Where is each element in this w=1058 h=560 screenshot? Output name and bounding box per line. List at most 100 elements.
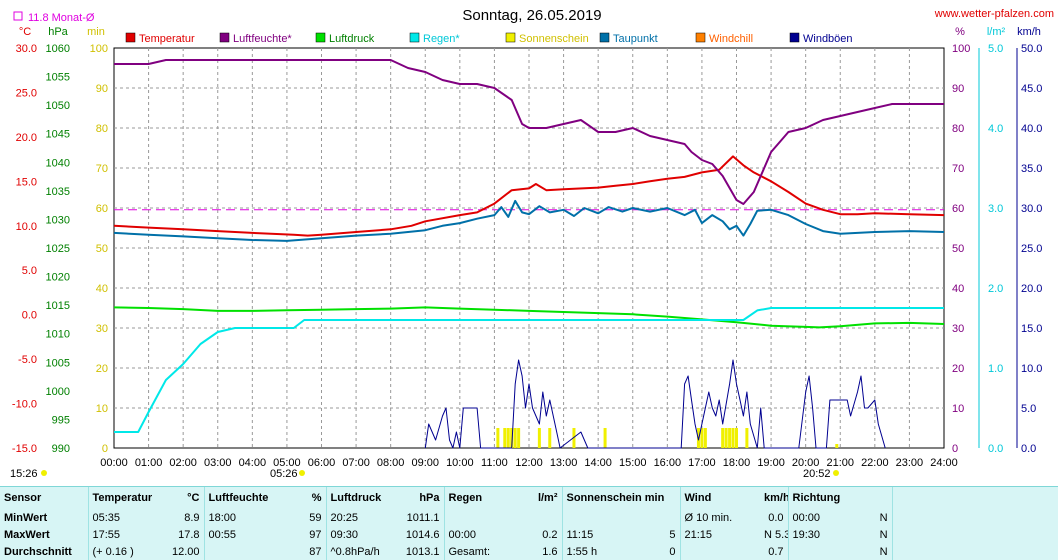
sunshine-bar <box>835 444 839 448</box>
row-label: MinWert <box>4 511 48 524</box>
legend-label: Luftfeuchte* <box>233 33 292 45</box>
col-wind-unit: km/h <box>764 492 789 504</box>
series-line <box>114 59 944 205</box>
row-label: Durchschnitt <box>4 545 72 558</box>
cell: 00:55 <box>203 526 274 543</box>
y-tick-label-pressure: 1025 <box>46 243 70 255</box>
chart-plot <box>113 59 945 449</box>
stats-row-avg: Durchschnitt (+ 0.16 ) 12.00 87 ^0.8hPa/… <box>0 543 1058 560</box>
y-tick-label-rain: 5.0 <box>988 43 1003 55</box>
y-unit-pressure: hPa <box>48 26 68 38</box>
series-line <box>113 199 945 242</box>
y-tick-label-rain: 4.0 <box>988 123 1003 135</box>
cell: 0 <box>669 545 676 558</box>
stats-header-row: Sensor Temperatur °C Luftfeuchte % Luftd… <box>0 487 1058 509</box>
y-tick-label-wind: 20.0 <box>1021 283 1042 295</box>
col-sensor: Sensor <box>4 492 42 504</box>
cell: 1014.6 <box>405 528 440 541</box>
cell: 5 <box>669 528 676 541</box>
cell: 1.6 <box>542 545 558 558</box>
y-tick-label-sun: 70 <box>96 163 108 175</box>
sunshine-bar <box>731 428 735 448</box>
y-tick-label-pressure: 1050 <box>46 100 70 112</box>
y-tick-label-sun: 90 <box>96 83 108 95</box>
cell: 0.0 <box>768 511 784 524</box>
legend-swatch <box>219 32 230 43</box>
legend-swatch <box>599 32 610 43</box>
y-tick-label-wind: 50.0 <box>1021 43 1042 55</box>
cell: 00:00 <box>787 509 859 526</box>
y-tick-label-sun: 60 <box>96 203 108 215</box>
y-tick-label-sun: 10 <box>96 403 108 415</box>
x-tick-label: 03:00 <box>204 457 232 469</box>
cell: 12.00 <box>171 545 200 558</box>
col-rain: Regen <box>443 487 514 509</box>
cell: 18:00 <box>203 509 274 526</box>
y-tick-label-sun: 20 <box>96 363 108 375</box>
y-tick-label-sun: 100 <box>90 43 108 55</box>
x-tick-label: 24:00 <box>930 457 958 469</box>
col-temp-unit: °C <box>187 492 200 504</box>
sunshine-bar <box>496 428 500 448</box>
x-tick-label: 08:00 <box>377 457 405 469</box>
chart-axes: 00:00 01:00 02:00 03:00 04:00 05:00 06:00 07:00… <box>12 26 1043 469</box>
legend-label: Luftdruck <box>329 33 375 45</box>
legend-swatch <box>409 32 420 43</box>
series-line <box>424 359 886 449</box>
legend-swatch <box>695 32 706 43</box>
y-unit-temp: °C <box>19 26 31 38</box>
legend-label: Windchill <box>709 33 753 45</box>
y-tick-label-sun: 80 <box>96 123 108 135</box>
y-tick-label-temp: -15.0 <box>12 443 37 455</box>
series-line <box>113 306 945 329</box>
x-tick-label: 21:00 <box>826 457 854 469</box>
sunshine-bar <box>503 428 507 448</box>
legend-label: Regen* <box>423 33 460 45</box>
sunshine-bar <box>703 428 707 448</box>
y-tick-label-temp: -10.0 <box>12 399 37 411</box>
y-tick-label-temp: -5.0 <box>18 354 37 366</box>
col-sun: Sonnenschein min <box>561 487 681 509</box>
y-tick-label-wind: 40.0 <box>1021 123 1042 135</box>
sunshine-bar <box>728 428 732 448</box>
x-tick-label: 01:00 <box>135 457 163 469</box>
chart-title: Sonntag, 26.05.2019 <box>462 7 601 24</box>
x-tick-label: 10:00 <box>446 457 474 469</box>
cell: 0.2 <box>542 528 558 541</box>
y-tick-label-wind: 0.0 <box>1021 443 1036 455</box>
y-tick-label-pressure: 1030 <box>46 214 70 226</box>
y-tick-label-pressure: 1035 <box>46 186 70 198</box>
cell <box>650 509 680 526</box>
cell: 21:15 <box>679 526 761 543</box>
chart-legend: Temperatur Luftfeuchte* Luftdruck Regen* Son… <box>125 32 853 45</box>
x-tick-label: 23:00 <box>896 457 924 469</box>
legend-swatch <box>505 32 516 43</box>
y-tick-label-sun: 50 <box>96 243 108 255</box>
sunshine-bar <box>513 428 517 448</box>
cell: 17:55 <box>87 526 154 543</box>
sunrise-time: 05:26 <box>270 468 298 480</box>
x-tick-label: 22:00 <box>861 457 889 469</box>
cell: N 5.3 <box>764 528 789 541</box>
legend-label: Sonnenschein <box>519 33 589 45</box>
site-link[interactable]: www.wetter-pfalzen.com <box>934 8 1054 20</box>
x-tick-label: 17:00 <box>688 457 716 469</box>
x-tick-label: 07:00 <box>342 457 370 469</box>
y-tick-label-pressure: 1010 <box>46 329 70 341</box>
cell: 1011.1 <box>406 511 440 524</box>
x-tick-label: 09:00 <box>411 457 439 469</box>
y-tick-label-rain: 3.0 <box>988 203 1003 215</box>
y-unit-sun: min <box>87 26 105 38</box>
cell: N <box>879 528 888 541</box>
y-tick-label-humidity: 60 <box>952 203 964 215</box>
y-tick-label-temp: 25.0 <box>16 87 37 99</box>
chart-grid <box>113 47 945 449</box>
y-unit-wind: km/h <box>1017 26 1041 38</box>
x-tick-label: 16:00 <box>654 457 682 469</box>
cell: 19:30 <box>787 526 859 543</box>
y-unit-humidity: % <box>955 26 965 38</box>
sunshine-bar <box>572 428 576 448</box>
col-hum: Luftfeuchte <box>203 487 274 509</box>
y-unit-rain: l/m² <box>987 26 1006 38</box>
y-tick-label-humidity: 40 <box>952 283 964 295</box>
